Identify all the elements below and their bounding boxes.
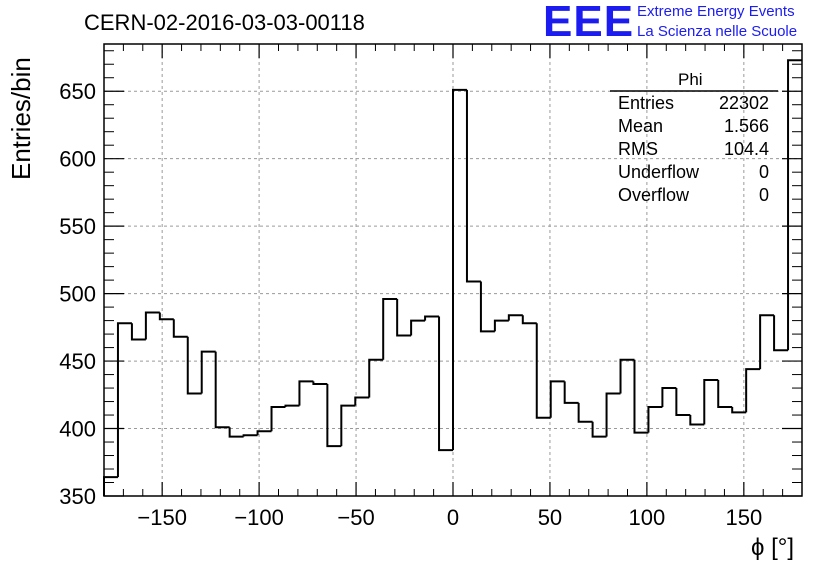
stats-underflow-value: 0	[758, 162, 769, 182]
y-axis-label: Entries/bin	[6, 57, 36, 180]
histogram-bin	[382, 298, 398, 360]
histogram-bin	[130, 323, 146, 341]
histogram-bin	[717, 379, 733, 408]
x-tick-label: 150	[725, 505, 762, 530]
x-tick-label: −150	[137, 505, 187, 530]
histogram-bin	[116, 322, 132, 478]
histogram-bin	[200, 350, 216, 394]
histogram-bin	[228, 427, 244, 438]
histogram-bin	[326, 384, 342, 448]
y-tick-label: 500	[59, 282, 96, 307]
axis-tick-labels: −150 −100 −50 0 50 100 150 350 400 450 500 550 600 65…	[59, 79, 762, 530]
stats-rms-value: 104.4	[723, 139, 769, 159]
histogram-bin	[479, 281, 495, 333]
x-tick-label: −100	[234, 505, 284, 530]
x-axis-label: ϕ [°]	[751, 534, 795, 561]
histogram-bin	[549, 380, 565, 418]
histogram-bin	[312, 381, 328, 386]
histogram-bin	[172, 319, 188, 338]
histogram-bin	[270, 405, 286, 432]
stats-overflow-label: Overflow	[618, 185, 690, 205]
x-tick-label: 50	[538, 505, 562, 530]
y-tick-label: 450	[59, 349, 96, 374]
histogram-bin	[256, 430, 272, 436]
histogram-bin	[703, 378, 719, 425]
stats-overflow-value: 0	[758, 185, 769, 205]
histogram-bin	[787, 59, 802, 351]
chart-title: CERN-02-2016-03-03-00118	[84, 10, 365, 35]
stats-mean-value: 1.566	[723, 116, 769, 136]
histogram-bin	[731, 406, 747, 414]
stats-entries-label: Entries	[618, 93, 675, 113]
histogram-bin	[354, 396, 370, 406]
y-tick-label: 600	[59, 147, 96, 172]
histogram-bin	[493, 319, 509, 332]
stats-rms-label: RMS	[618, 139, 658, 159]
histogram-bin	[158, 312, 174, 321]
histogram-bin	[759, 314, 775, 370]
y-tick-label: 550	[59, 214, 96, 239]
brand-line-2: La Scienza nelle Scuole	[637, 23, 798, 40]
histogram-bin	[661, 387, 677, 407]
histogram-bin	[242, 434, 258, 437]
x-tick-label: 100	[629, 505, 666, 530]
histogram-bin	[605, 392, 621, 437]
stats-title: Phi	[678, 70, 703, 89]
histogram-bin	[507, 314, 523, 321]
y-tick-label: 650	[59, 79, 96, 104]
stats-underflow-label: Underflow	[618, 162, 700, 182]
histogram-bin	[647, 405, 663, 433]
x-tick-label: 0	[447, 505, 459, 530]
histogram-bin	[396, 299, 412, 337]
histogram-bin	[340, 404, 356, 447]
histogram-bin	[675, 388, 691, 417]
brand-line-1: Extreme Energy Events	[637, 3, 795, 20]
histogram-bin	[619, 358, 635, 394]
histogram-bin	[773, 315, 789, 352]
histogram-bin	[424, 315, 440, 321]
histogram-bin	[144, 311, 160, 340]
histogram-series	[103, 59, 802, 496]
stats-entries-value: 22302	[718, 93, 769, 113]
histogram-bin	[689, 415, 705, 426]
histogram-bin	[368, 358, 384, 398]
eee-logo: EEE	[543, 0, 635, 46]
y-tick-label: 400	[59, 417, 96, 442]
stats-mean-label: Mean	[618, 116, 664, 136]
histogram-bin	[521, 315, 537, 325]
x-tick-label: −50	[337, 505, 374, 530]
histogram-bin	[577, 402, 593, 423]
y-tick-label: 350	[59, 484, 96, 509]
histogram-bin	[591, 421, 607, 438]
histogram-bin	[103, 476, 118, 496]
histogram-bin	[214, 351, 230, 429]
axis-ticks	[104, 44, 802, 497]
histogram-bin	[410, 319, 426, 336]
histogram-bin	[298, 380, 314, 406]
histogram-bin	[186, 336, 202, 395]
histogram-bin	[745, 368, 761, 413]
histogram-bin	[438, 316, 453, 452]
histogram-bin	[465, 89, 481, 283]
histogram-bin	[633, 359, 649, 434]
histogram-bin	[535, 323, 551, 419]
histogram-bin	[452, 88, 467, 451]
histogram-bin	[284, 404, 300, 407]
histogram-bin	[563, 381, 579, 404]
